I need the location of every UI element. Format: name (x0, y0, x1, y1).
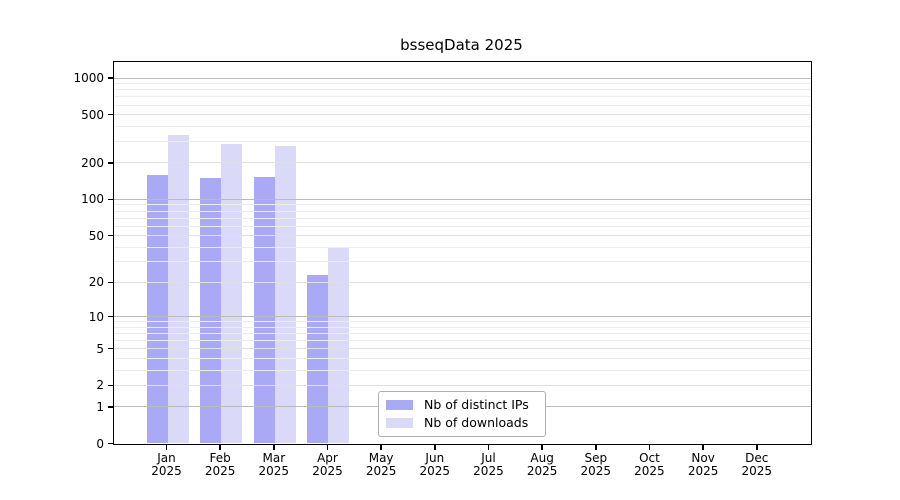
y-tick-label-100: 100 (81, 192, 104, 207)
x-tick-may (380, 445, 382, 450)
y-tick-label-5: 5 (96, 341, 104, 356)
y-tick-label-10: 10 (88, 309, 104, 324)
x-tick-label-nov: Nov 2025 (687, 450, 719, 478)
legend-swatch-downloads (386, 418, 413, 428)
x-tick-sep (595, 445, 597, 450)
gridline-800 (114, 89, 811, 91)
x-tick-label-may: May 2025 (365, 450, 397, 478)
y-tick-label-0: 0 (96, 436, 104, 451)
chart-title: bsseqData 2025 (400, 36, 523, 54)
bar-ips-mar (253, 176, 275, 443)
y-tick-50 (108, 234, 113, 237)
y-tick-label-1000: 1000 (73, 71, 104, 86)
y-tick-label-500: 500 (81, 107, 104, 122)
x-tick-label-dec: Dec 2025 (741, 450, 773, 478)
y-tick-label-20: 20 (88, 275, 104, 290)
legend-label-distinct-ips: Nb of distinct IPs (424, 397, 529, 412)
legend-item-distinct-ips: Nb of distinct IPs (386, 398, 545, 412)
gridline-500 (114, 114, 811, 116)
y-tick-0 (108, 442, 113, 445)
y-tick-200 (108, 162, 113, 164)
x-tick-feb (219, 445, 221, 450)
y-tick-500 (108, 113, 113, 116)
y-tick-label-2: 2 (96, 378, 104, 393)
x-tick-mar (273, 445, 275, 450)
y-tick-1000 (108, 77, 113, 79)
y-tick-5 (108, 347, 113, 350)
y-tick-label-1: 1 (96, 399, 104, 414)
gridline-200 (114, 162, 811, 164)
y-tick-label-50: 50 (88, 228, 104, 243)
y-tick-20 (108, 281, 113, 284)
bar-downloads-apr (328, 247, 350, 443)
x-tick-oct (648, 445, 651, 450)
gridline-300 (114, 141, 811, 143)
x-tick-label-apr: Apr 2025 (312, 450, 343, 478)
gridline-900 (114, 83, 811, 85)
plot-area (113, 61, 812, 445)
x-tick-label-jan: Jan 2025 (151, 450, 182, 478)
gridline-700 (114, 96, 811, 98)
x-tick-apr (326, 445, 329, 450)
legend: Nb of distinct IPs Nb of downloads (378, 391, 546, 437)
x-tick-dec (756, 445, 758, 450)
gridline-400 (114, 125, 811, 127)
legend-item-downloads: Nb of downloads (386, 416, 545, 430)
bar-ips-apr (307, 274, 329, 443)
y-tick-2 (108, 384, 113, 387)
x-tick-label-oct: Oct 2025 (634, 450, 665, 478)
x-tick-jan (165, 445, 168, 450)
x-tick-label-jun: Jun 2025 (419, 450, 451, 478)
x-tick-aug (541, 445, 543, 450)
legend-swatch-distinct-ips (386, 400, 413, 410)
legend-label-downloads: Nb of downloads (424, 415, 529, 430)
x-tick-label-mar: Mar 2025 (258, 450, 290, 478)
x-tick-jul (487, 445, 490, 450)
bar-downloads-mar (274, 146, 296, 443)
x-tick-label-jul: Jul 2025 (473, 450, 504, 478)
bar-ips-feb (200, 178, 222, 443)
x-tick-label-sep: Sep 2025 (580, 450, 612, 478)
x-tick-nov (702, 445, 704, 450)
bar-downloads-jan (167, 134, 189, 443)
x-tick-label-feb: Feb 2025 (204, 450, 236, 478)
gridline-600 (114, 104, 811, 106)
gridline-1000 (114, 77, 811, 79)
y-tick-10 (108, 315, 113, 318)
y-tick-1 (108, 406, 113, 408)
y-tick-100 (108, 198, 113, 201)
x-tick-jun (434, 445, 436, 450)
bar-downloads-feb (221, 144, 243, 443)
bar-ips-jan (146, 175, 168, 443)
x-tick-label-aug: Aug 2025 (526, 450, 558, 478)
y-tick-label-200: 200 (81, 155, 104, 170)
